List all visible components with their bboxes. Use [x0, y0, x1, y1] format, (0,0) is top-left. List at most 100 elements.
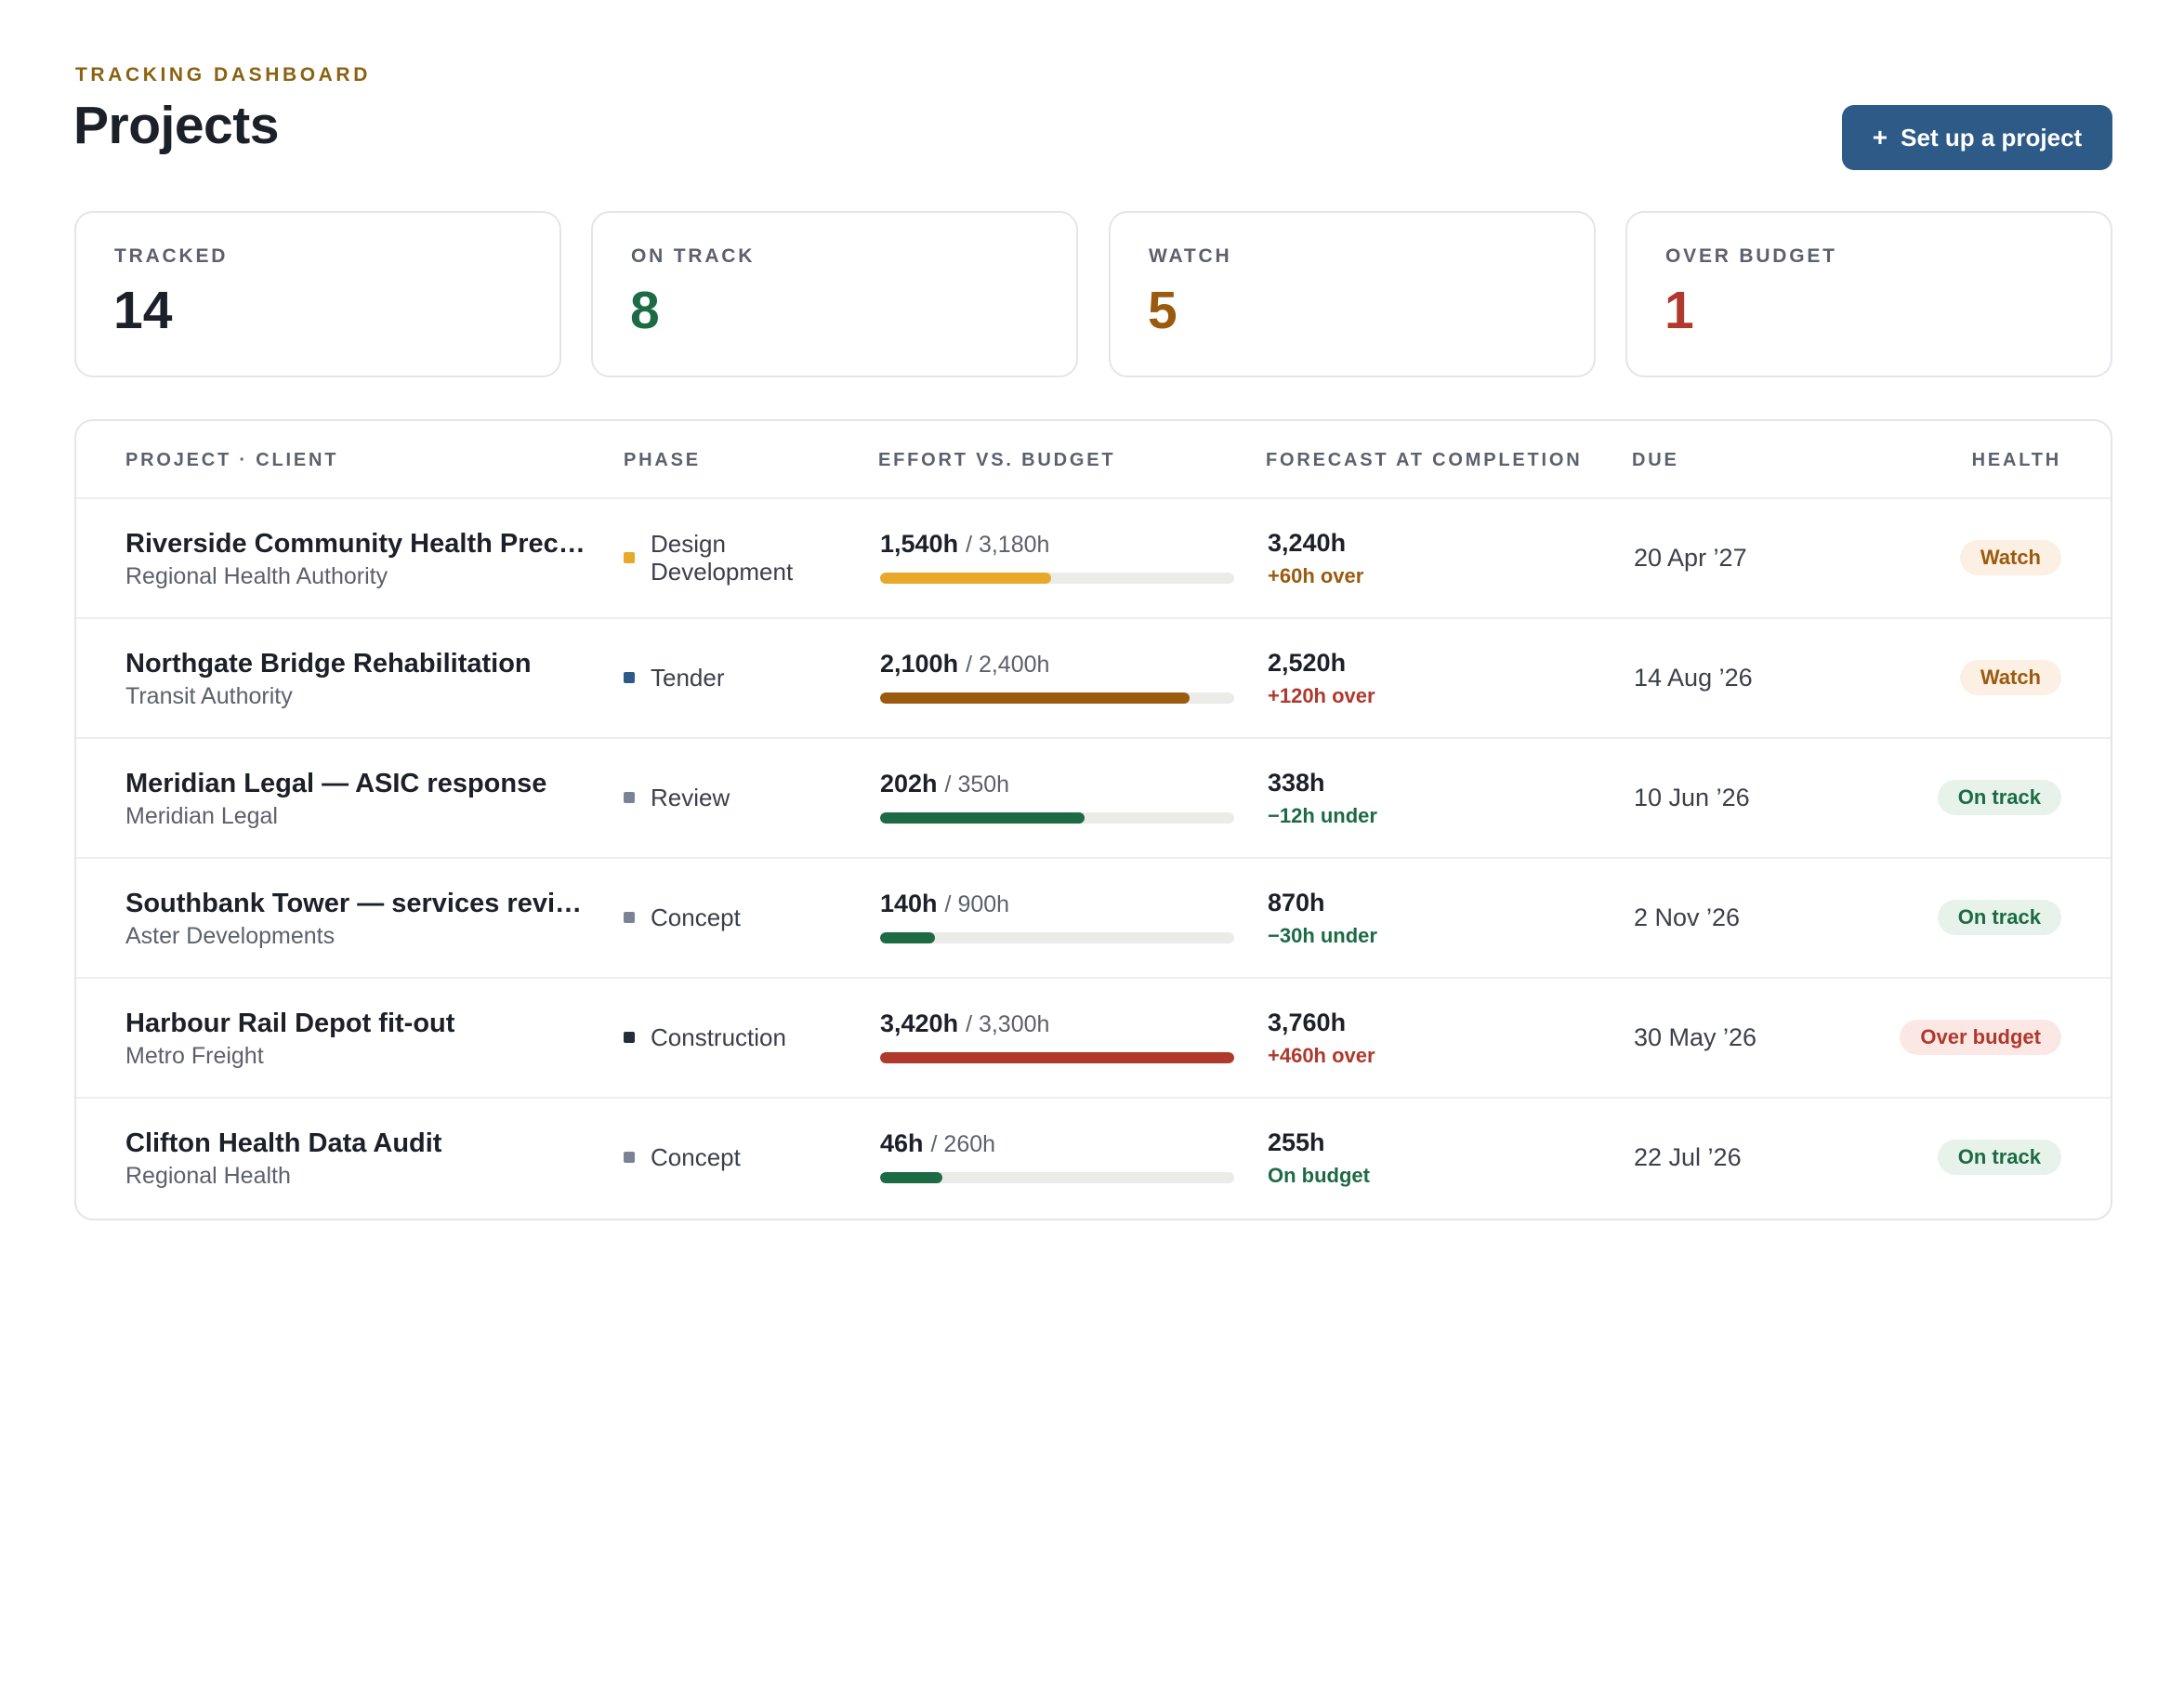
table-row[interactable]: Meridian Legal — ASIC response Meridian L… [76, 739, 2111, 859]
column-header-health[interactable]: HEALTH [1971, 450, 2061, 470]
client-name: Transit Authority [125, 683, 293, 709]
due-date: 10 Jun ’26 [1634, 784, 1750, 811]
forecast-variance: On budget [1268, 1164, 1370, 1187]
stat-label: TRACKED [114, 245, 229, 267]
projects-table: PROJECT · CLIENT PHASE EFFORT VS. BUDGET… [74, 419, 2112, 1220]
forecast-variance: −12h under [1268, 804, 1377, 827]
phase-cell: Construction [624, 1023, 809, 1051]
due-date: 22 Jul ’26 [1634, 1143, 1742, 1171]
setup-project-button[interactable]: + Set up a project [1842, 105, 2112, 170]
phase-cell: Concept [624, 903, 809, 931]
effort-budget: / 2,400h [966, 652, 1050, 678]
health-badge: On track [1937, 1140, 2061, 1175]
effort-progress-fill [880, 692, 1191, 704]
effort-cell: 2,100h / 2,400h [880, 650, 1049, 679]
phase-indicator-icon [624, 912, 635, 923]
effort-progress-bar [880, 1172, 1234, 1183]
stat-value: 8 [630, 281, 660, 340]
project-name[interactable]: Northgate Bridge Rehabilitation [125, 649, 532, 679]
project-name[interactable]: Meridian Legal — ASIC response [125, 769, 547, 798]
table-row[interactable]: Riverside Community Health Precinct Regio… [76, 499, 2111, 619]
effort-progress-fill [880, 573, 1052, 584]
forecast-value: 3,760h [1268, 1009, 1347, 1036]
phase-label: Concept [651, 1143, 741, 1171]
column-header-project[interactable]: PROJECT · CLIENT [125, 450, 339, 470]
effort-used: 2,100h [880, 650, 959, 678]
due-date: 14 Aug ’26 [1634, 664, 1753, 692]
column-header-effort[interactable]: EFFORT VS. BUDGET [878, 450, 1116, 470]
forecast-value: 338h [1268, 769, 1325, 797]
phase-indicator-icon [624, 552, 635, 563]
stat-label: OVER BUDGET [1665, 245, 1837, 267]
health-badge: Watch [1959, 540, 2061, 575]
stat-value: 14 [113, 281, 173, 340]
effort-cell: 3,420h / 3,300h [880, 1009, 1049, 1038]
stat-label: WATCH [1149, 245, 1232, 267]
effort-used: 1,540h [880, 530, 959, 558]
column-header-forecast[interactable]: FORECAST AT COMPLETION [1266, 450, 1583, 470]
forecast-variance: +460h over [1268, 1044, 1375, 1067]
stat-card-tracked: TRACKED 14 [74, 211, 561, 377]
effort-progress-bar [880, 812, 1234, 824]
effort-progress-bar [880, 573, 1234, 584]
table-row[interactable]: Northgate Bridge Rehabilitation Transit A… [76, 619, 2111, 739]
effort-progress-fill [880, 1172, 943, 1183]
effort-used: 202h [880, 770, 938, 798]
effort-cell: 202h/ 350h [880, 770, 1009, 798]
client-name: Aster Developments [125, 923, 335, 949]
table-row[interactable]: Southbank Tower — services review Aster D… [76, 859, 2111, 979]
effort-budget: / 3,300h [966, 1011, 1050, 1037]
forecast-variance: −30h under [1268, 924, 1377, 947]
phase-indicator-icon [624, 792, 635, 803]
page-title: Projects [73, 96, 279, 155]
effort-cell: 140h/ 900h [880, 890, 1009, 918]
effort-used: 140h [880, 890, 938, 917]
forecast-value: 255h [1268, 1128, 1325, 1156]
column-header-phase[interactable]: PHASE [624, 450, 701, 470]
forecast-value: 870h [1268, 889, 1325, 916]
forecast-value: 2,520h [1268, 649, 1347, 677]
due-date: 2 Nov ’26 [1634, 903, 1741, 931]
effort-budget: / 900h [944, 891, 1010, 917]
project-name[interactable]: Harbour Rail Depot fit-out [125, 1009, 455, 1038]
client-name: Regional Health [125, 1163, 291, 1189]
stat-card-on-track: ON TRACK 8 [591, 211, 1078, 377]
column-header-due[interactable]: DUE [1632, 450, 1679, 470]
phase-label: Review [651, 784, 730, 811]
effort-used: 3,420h [880, 1009, 959, 1037]
table-row[interactable]: Harbour Rail Depot fit-out Metro Freight C… [76, 979, 2111, 1099]
phase-cell: Review [624, 784, 809, 811]
effort-progress-fill [880, 1052, 1234, 1063]
effort-progress-fill [880, 812, 1085, 824]
stat-card-over-budget: OVER BUDGET 1 [1625, 211, 2112, 377]
effort-progress-bar [880, 932, 1234, 943]
effort-progress-fill [880, 932, 936, 943]
page-eyebrow: TRACKING DASHBOARD [75, 64, 371, 86]
stat-value: 1 [1664, 281, 1694, 340]
client-name: Metro Freight [125, 1043, 264, 1069]
phase-cell: Design Development [624, 530, 809, 586]
phase-cell: Concept [624, 1143, 809, 1171]
effort-used: 46h [880, 1129, 924, 1157]
project-name[interactable]: Riverside Community Health Precinct [125, 529, 590, 559]
effort-progress-bar [880, 692, 1234, 704]
forecast-value: 3,240h [1268, 529, 1347, 557]
due-date: 20 Apr ’27 [1634, 544, 1747, 572]
effort-budget: / 3,180h [966, 532, 1050, 558]
project-name[interactable]: Clifton Health Data Audit [125, 1128, 442, 1158]
phase-label: Construction [651, 1023, 786, 1051]
effort-cell: 46h/ 260h [880, 1129, 995, 1158]
effort-cell: 1,540h / 3,180h [880, 530, 1049, 559]
phase-label: Design Development [651, 530, 794, 586]
phase-label: Concept [651, 903, 741, 931]
phase-indicator-icon [624, 1152, 635, 1163]
effort-progress-bar [880, 1052, 1234, 1063]
phase-label: Tender [651, 664, 725, 692]
setup-project-label: Set up a project [1901, 123, 2083, 152]
stat-value: 5 [1148, 281, 1178, 340]
health-badge: On track [1937, 780, 2061, 815]
due-date: 30 May ’26 [1634, 1023, 1757, 1051]
phase-indicator-icon [624, 1032, 635, 1043]
table-row[interactable]: Clifton Health Data Audit Regional Health… [76, 1099, 2111, 1219]
project-name[interactable]: Southbank Tower — services review [125, 889, 590, 918]
